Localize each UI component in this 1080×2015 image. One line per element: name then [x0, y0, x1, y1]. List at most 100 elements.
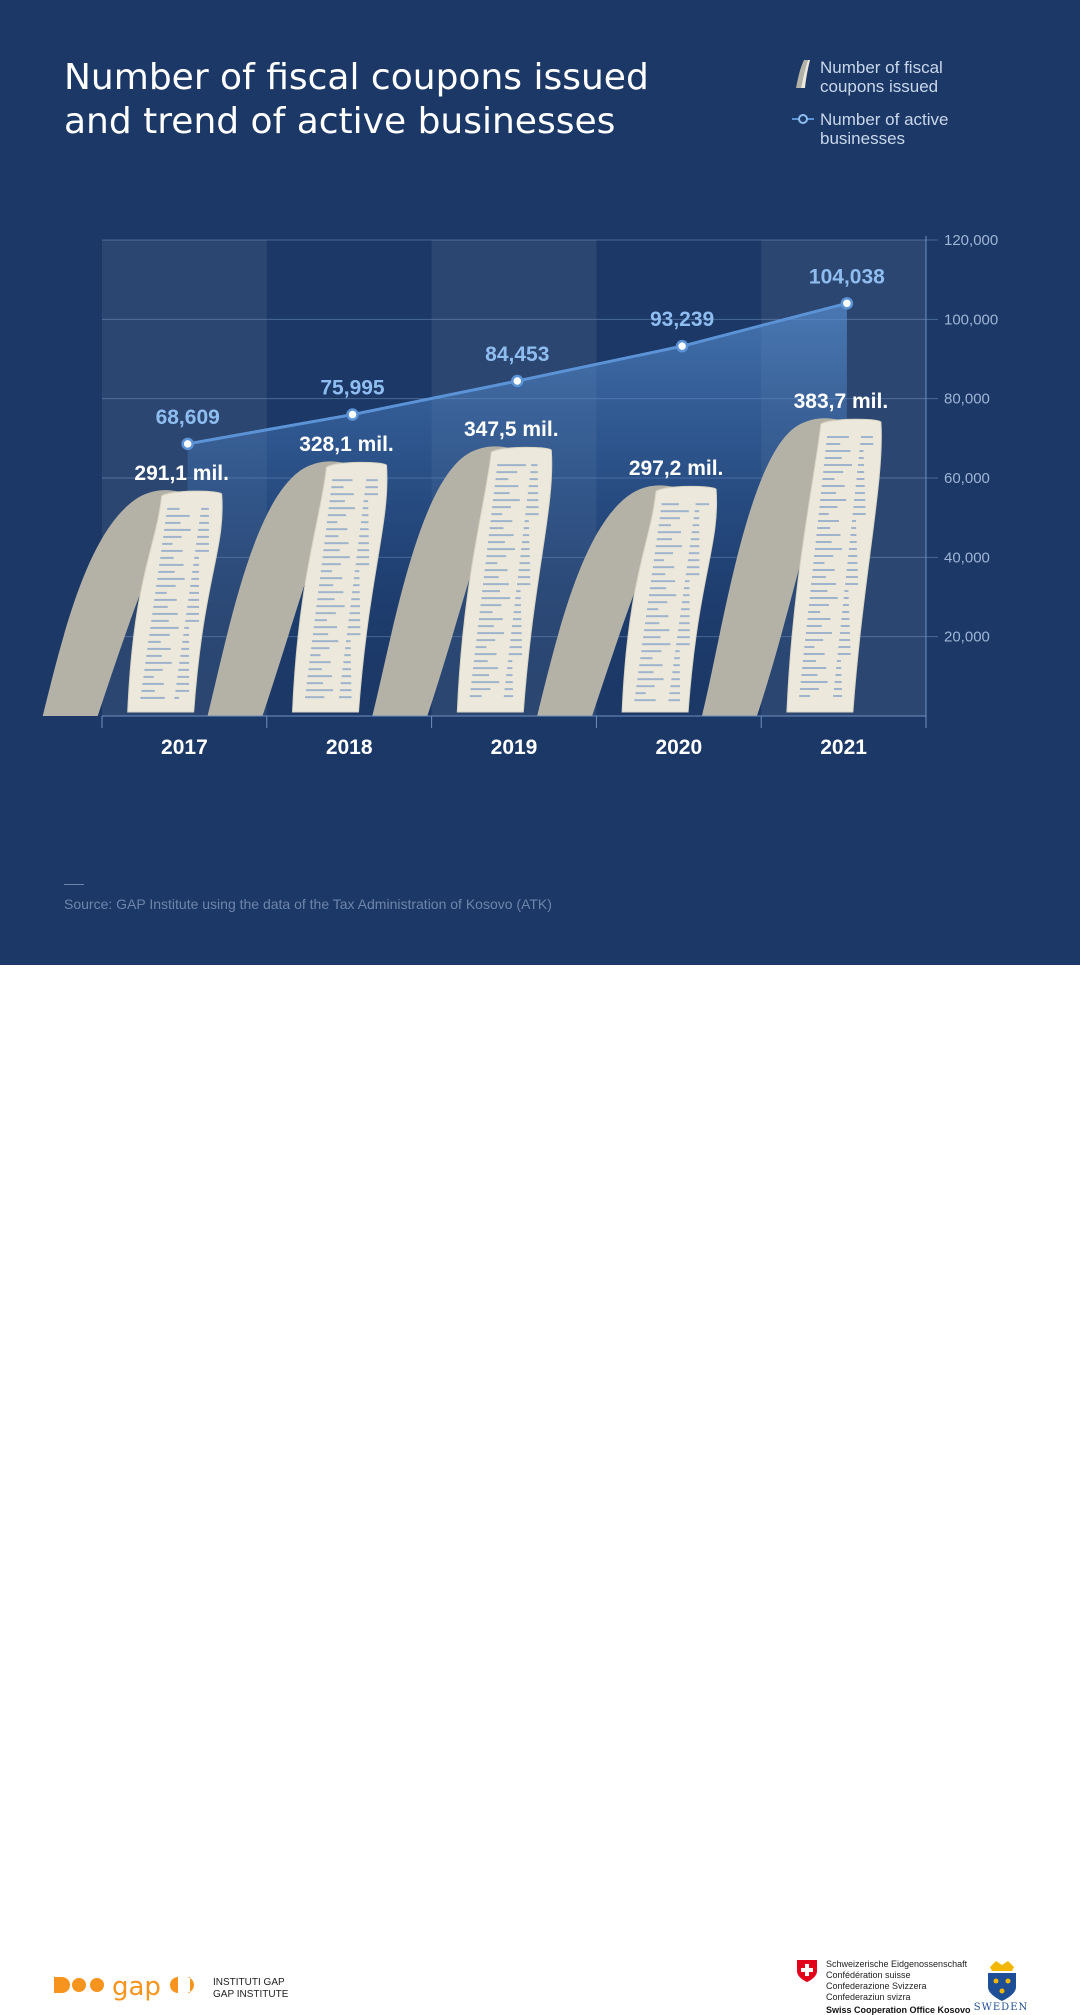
- receipt-line: [810, 590, 828, 592]
- receipt-line: [682, 601, 690, 604]
- coupons-label-2020: 297,2 mil.: [629, 457, 724, 480]
- receipt-line: [311, 647, 330, 650]
- receipt-line: [325, 535, 339, 538]
- receipt-line: [511, 632, 522, 635]
- receipt-line: [473, 660, 488, 663]
- receipt-line: [320, 570, 333, 573]
- receipt-line: [197, 535, 209, 538]
- receipt-line: [842, 611, 850, 613]
- receipt-line: [653, 559, 665, 562]
- receipt-line: [319, 584, 334, 587]
- receipt-line: [843, 597, 849, 599]
- receipt-line: [814, 548, 842, 550]
- businesses-point-2017: [181, 437, 194, 451]
- chart-title: Number of fiscal coupons issued and tren…: [64, 56, 704, 144]
- receipt-line: [689, 545, 700, 548]
- receipt-line: [690, 538, 700, 541]
- receipt-line: [184, 626, 190, 629]
- receipt-line: [824, 457, 842, 459]
- y-tick-label: 120,000: [944, 232, 998, 249]
- receipt-line: [518, 569, 531, 572]
- swiss-office-name: Swiss Cooperation Office Kosovo: [826, 2005, 971, 2015]
- gap-logo: gap: [54, 1973, 194, 2002]
- swiss-line-3: Confederazione Svizzera: [826, 1981, 927, 1991]
- receipt-line: [657, 531, 681, 534]
- receipt-line: [521, 548, 530, 551]
- receipt-line: [351, 598, 360, 601]
- receipt-line: [515, 597, 521, 600]
- receipt-line: [517, 583, 531, 586]
- receipt-line: [342, 668, 352, 671]
- receipt-line: [166, 514, 190, 517]
- receipt-line: [304, 696, 325, 699]
- receipt-line: [353, 577, 360, 580]
- receipt-line: [155, 591, 167, 594]
- receipt-line: [523, 527, 530, 530]
- receipt-line: [809, 597, 838, 599]
- receipt-line: [178, 668, 190, 671]
- receipt-line: [315, 612, 336, 615]
- receipt-line: [850, 534, 857, 536]
- receipt-line: [820, 492, 836, 494]
- receipt-line: [837, 653, 851, 655]
- receipt-line: [672, 671, 680, 674]
- receipt-line: [641, 650, 662, 653]
- receipt-line: [803, 653, 825, 655]
- receipt-line: [480, 604, 502, 607]
- receipt-line: [201, 507, 209, 510]
- receipt-line: [823, 464, 852, 466]
- receipt-line: [805, 632, 832, 634]
- coupon-roll-2017: [42, 490, 223, 716]
- receipt-line: [652, 566, 675, 569]
- receipt-line: [508, 653, 523, 656]
- svg-text:gap: gap: [112, 1973, 161, 2002]
- receipt-line: [159, 563, 184, 566]
- receipt-line: [820, 499, 847, 501]
- receipt-line: [823, 471, 844, 473]
- title-line-2: and trend of active businesses: [64, 101, 616, 142]
- receipt-line: [322, 556, 350, 559]
- receipt-line: [645, 622, 660, 625]
- receipt-line: [306, 682, 324, 685]
- receipt-line: [802, 660, 816, 662]
- receipt-line: [651, 573, 666, 576]
- receipt-line: [522, 534, 530, 537]
- receipt-line: [360, 521, 369, 524]
- receipt-line: [482, 590, 501, 593]
- receipt-line: [640, 657, 653, 660]
- receipt-line: [350, 605, 360, 608]
- coupon-roll-2019: [372, 446, 553, 716]
- receipt-line: [529, 478, 538, 481]
- receipt-line: [157, 577, 185, 580]
- receipt-line: [364, 493, 379, 496]
- receipt-line: [357, 549, 369, 552]
- receipt-line: [486, 555, 507, 558]
- receipt-line: [141, 689, 155, 692]
- receipt-line: [836, 667, 842, 669]
- receipt-line: [483, 576, 499, 579]
- receipt-line: [838, 646, 851, 648]
- receipt-line: [366, 479, 378, 482]
- receipt-line: [658, 524, 671, 527]
- receipt-line: [516, 590, 521, 593]
- receipt-line: [150, 626, 179, 629]
- receipt-line: [361, 514, 369, 517]
- receipt-roll-icon: [796, 60, 810, 88]
- receipt-line: [648, 594, 677, 597]
- x-tick-label-2020: 2020: [655, 736, 702, 759]
- receipt-line: [326, 521, 338, 524]
- swiss-confederation-text: Schweizerische Eidgenossenschaft Confédé…: [826, 1959, 967, 2003]
- footer: gap INSTITUTI GAP GAP INSTITUTE Schweize…: [0, 965, 1080, 2015]
- receipt-line: [522, 541, 530, 544]
- receipt-line: [355, 563, 370, 566]
- receipt-line: [353, 584, 360, 587]
- receipt-line: [848, 555, 858, 557]
- receipt-line: [330, 493, 354, 496]
- receipt-line: [319, 577, 343, 580]
- legend: Number of fiscal coupons issued Number o…: [792, 58, 1072, 162]
- x-axis: 2017 2018 2019 2020 2021: [101, 715, 927, 759]
- receipt-line: [513, 611, 522, 614]
- receipt-line: [650, 580, 676, 583]
- receipt-line: [179, 661, 190, 664]
- receipt-line: [675, 650, 680, 653]
